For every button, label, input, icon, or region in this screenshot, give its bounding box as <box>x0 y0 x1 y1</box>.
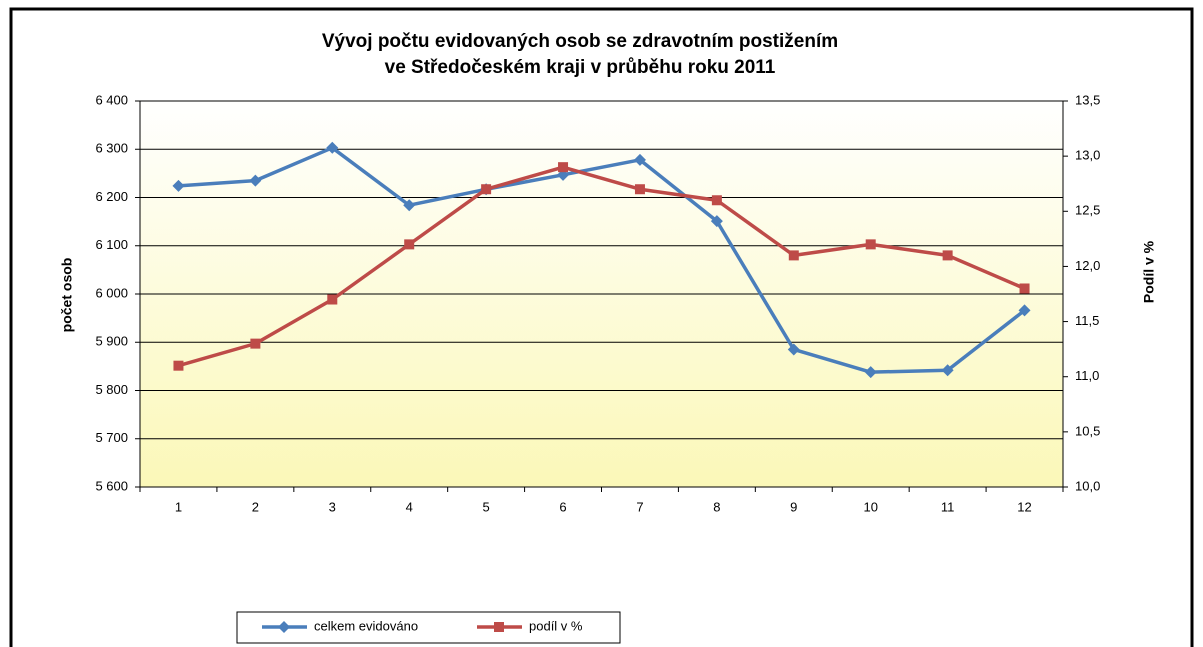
y-tick-label: 6 000 <box>95 285 128 300</box>
x-tick-label: 12 <box>1017 499 1031 514</box>
y2-tick-label: 10,0 <box>1075 478 1100 493</box>
data-point <box>710 215 723 228</box>
x-tick-label: 2 <box>252 499 259 514</box>
x-tick-label: 6 <box>559 499 566 514</box>
data-point <box>941 364 954 377</box>
y2-tick-label: 12,0 <box>1075 258 1100 273</box>
data-point <box>481 184 492 195</box>
y-tick-label: 5 600 <box>95 478 128 493</box>
data-point <box>250 338 261 349</box>
y-tick-label: 6 100 <box>95 237 128 252</box>
data-point <box>1018 304 1031 317</box>
y-tick-label: 6 400 <box>95 92 128 107</box>
chart-title: Vývoj počtu evidovaných osob se zdravotn… <box>322 31 838 52</box>
data-point <box>788 250 799 261</box>
y-tick-label: 6 300 <box>95 141 128 156</box>
data-point <box>173 360 184 371</box>
x-tick-label: 9 <box>790 499 797 514</box>
data-point <box>942 250 953 261</box>
x-tick-label: 10 <box>863 499 877 514</box>
data-point <box>787 343 800 356</box>
y-tick-label: 5 900 <box>95 334 128 349</box>
y2-tick-label: 11,5 <box>1075 313 1099 328</box>
x-tick-label: 5 <box>483 499 490 514</box>
x-tick-label: 8 <box>713 499 720 514</box>
series-line <box>178 146 1026 374</box>
y2-tick-label: 11,0 <box>1075 368 1099 383</box>
y2-tick-label: 13,5 <box>1075 92 1100 107</box>
chart-frame <box>9 7 1194 647</box>
legend-marker <box>494 622 504 632</box>
y-tick-label: 5 700 <box>95 430 128 445</box>
x-tick-label: 4 <box>406 499 413 514</box>
legend-label: celkem evidováno <box>314 618 418 633</box>
y2-tick-label: 10,5 <box>1075 423 1100 438</box>
legend-marker <box>278 621 290 633</box>
y2-axis-title: Podíl v % <box>1141 240 1157 303</box>
data-point <box>403 199 416 212</box>
x-tick-label: 1 <box>175 499 182 514</box>
data-point <box>634 184 645 195</box>
data-point <box>404 239 415 250</box>
data-point <box>633 153 646 166</box>
x-tick-label: 11 <box>941 499 955 514</box>
data-point <box>326 141 339 154</box>
legend-label: podíl v % <box>529 618 583 633</box>
data-point <box>249 174 262 187</box>
data-point <box>558 162 569 173</box>
data-point <box>327 294 338 305</box>
x-tick-label: 7 <box>636 499 643 514</box>
data-point <box>711 195 722 206</box>
data-point <box>172 179 185 192</box>
y2-tick-label: 13,0 <box>1075 148 1100 163</box>
chart-title: ve Středočeském kraji v průběhu roku 201… <box>385 57 776 78</box>
data-point <box>865 239 876 250</box>
data-point <box>1019 283 1030 294</box>
y-axis-title: počet osob <box>59 258 75 333</box>
y2-tick-label: 12,5 <box>1075 203 1100 218</box>
data-point <box>864 366 877 379</box>
x-tick-label: 3 <box>329 499 336 514</box>
y-tick-label: 6 200 <box>95 189 128 204</box>
series-line <box>177 165 1026 368</box>
y-tick-label: 5 800 <box>95 382 128 397</box>
